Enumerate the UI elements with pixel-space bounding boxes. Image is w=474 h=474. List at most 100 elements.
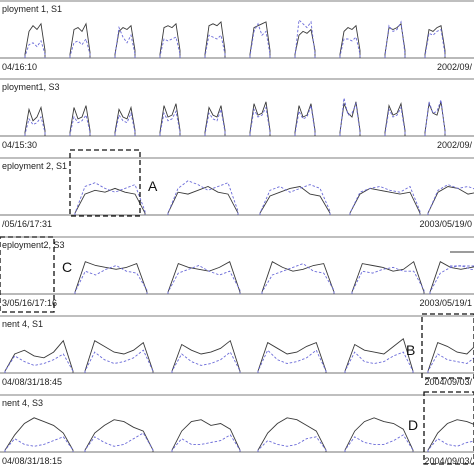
- trace-dashed-p6-e5: [344, 434, 414, 452]
- trace-dashed-p5-e5: [344, 351, 414, 373]
- trace-solid-p2-e6: [249, 101, 271, 136]
- panel-title: eployment 2, S1: [2, 161, 67, 171]
- panel-title: nent 4, S1: [2, 319, 43, 329]
- trace-dashed-p4-e4: [351, 266, 425, 294]
- trace-dashed-p3-e1: [74, 182, 146, 215]
- trace-solid-p3-e2: [167, 186, 239, 215]
- trace-dashed-p2-e1: [24, 115, 46, 136]
- trace-solid-p5-e1: [4, 339, 74, 373]
- start-time-label: /05/16/17:31: [2, 219, 52, 229]
- trace-solid-p2-e5: [204, 105, 226, 136]
- panel-title: ployment1, S3: [2, 82, 60, 92]
- trace-solid-p1-e4: [159, 22, 181, 58]
- annotation-label-b: B: [406, 342, 415, 358]
- end-time-label: 2002/09/: [437, 62, 473, 72]
- trace-dashed-p6-e3: [171, 434, 241, 452]
- trace-dashed-p4-e2: [167, 265, 241, 294]
- trace-solid-p6-e3: [171, 419, 241, 452]
- start-time-label: 04/16:10: [2, 62, 37, 72]
- trace-solid-p3-e4: [349, 187, 421, 215]
- end-time-label: 2003/05/19/1: [419, 298, 472, 308]
- trace-dashed-p1-e5: [204, 34, 226, 58]
- panel-4: eployment2, S3 3/05/16/17:16 2003/05/19/1: [0, 236, 474, 308]
- panel-title: ployment 1, S1: [2, 4, 62, 14]
- trace-dashed-p3-e4: [349, 185, 421, 215]
- trace-solid-p6-e4: [257, 417, 327, 452]
- trace-dashed-p2-e8: [339, 97, 361, 136]
- trace-dashed-p6-e4: [257, 436, 327, 452]
- annotation-label-d: D: [408, 417, 418, 433]
- trace-solid-p5-e3: [171, 339, 241, 373]
- trace-solid-p5-e2: [84, 340, 154, 373]
- trace-dashed-p4-e5: [429, 265, 474, 294]
- trace-solid-p3-e1: [74, 187, 146, 215]
- annotation-box-d: [423, 391, 474, 465]
- trace-dashed-p2-e5: [204, 107, 226, 136]
- annotation-box-a: [69, 149, 141, 217]
- trace-solid-p2-e3: [114, 105, 136, 136]
- trace-dashed-p5-e2: [84, 349, 154, 373]
- start-time-label: 04/15:30: [2, 140, 37, 150]
- trace-solid-p6-e5: [344, 417, 414, 452]
- panel-6: nent 4, S3 04/08/31/18:15 2004/09/03/: [0, 394, 474, 466]
- end-time-label: 2004/09/03/: [424, 456, 472, 466]
- trace-dashed-p1-e7: [294, 19, 316, 58]
- trace-solid-p1-e3: [114, 24, 136, 58]
- panel-title: eployment2, S3: [2, 240, 65, 250]
- trace-dashed-p6-e1: [4, 436, 74, 452]
- trace-solid-p1-e7: [294, 28, 316, 58]
- trace-dashed-p1-e1: [24, 39, 46, 58]
- trace-solid-p2-e4: [159, 103, 181, 136]
- trace-dashed-p3-e3: [259, 184, 331, 215]
- panel-title: nent 4, S3: [2, 398, 43, 408]
- trace-dashed-p2-e2: [69, 114, 91, 136]
- legend: [450, 251, 474, 267]
- trace-dashed-p1-e4: [159, 36, 181, 58]
- end-time-label: 2002/09/: [437, 140, 473, 150]
- trace-solid-p4-e2: [167, 261, 241, 294]
- trace-solid-p2-e10: [424, 101, 446, 136]
- trace-dashed-p1-e2: [69, 37, 91, 58]
- panel-2: ployment1, S3 04/15:30 2002/09/: [0, 78, 474, 150]
- start-time-label: 04/08/31/18:45: [2, 377, 62, 387]
- trace-solid-p1-e1: [24, 22, 46, 58]
- trace-solid-p3-e5: [427, 186, 474, 215]
- trace-solid-p4-e1: [74, 261, 148, 294]
- trace-dashed-p1-e3: [114, 25, 136, 58]
- trace-dashed-p2-e7: [294, 105, 316, 136]
- trace-dashed-p5-e6: [427, 353, 474, 373]
- annotation-label-c: C: [62, 259, 72, 275]
- trace-dashed-p6-e6: [427, 438, 474, 452]
- end-time-label: 2003/05/19/0: [419, 219, 472, 229]
- annotation-label-a: A: [148, 178, 158, 194]
- end-time-label: 2004/09/03/: [424, 377, 472, 387]
- trace-solid-p5-e5: [344, 338, 414, 373]
- trace-solid-p6-e6: [427, 419, 474, 452]
- trace-dashed-p3-e5: [427, 184, 474, 215]
- trace-solid-p6-e2: [84, 419, 154, 452]
- start-time-label: 04/08/31/18:15: [2, 456, 62, 466]
- trace-dashed-p6-e2: [84, 432, 154, 452]
- trace-solid-p2-e8: [339, 101, 361, 136]
- trace-dashed-p1-e9: [384, 20, 406, 58]
- trace-solid-p1-e2: [69, 22, 91, 58]
- panel-5: nent 4, S1 04/08/31/18:45 2004/09/03/: [0, 315, 474, 387]
- trace-solid-p2-e1: [24, 105, 46, 136]
- trace-solid-p4-e4: [351, 260, 425, 294]
- trace-dashed-p1-e8: [339, 36, 361, 58]
- trace-solid-p1-e5: [204, 20, 226, 58]
- trace-solid-p1-e9: [384, 22, 406, 58]
- trace-solid-p6-e1: [4, 417, 74, 452]
- trace-solid-p2-e7: [294, 103, 316, 136]
- trace-dashed-p4-e3: [261, 263, 335, 294]
- trace-dashed-p5-e3: [171, 351, 241, 373]
- trace-solid-p2-e2: [69, 105, 91, 136]
- trace-solid-p1-e10: [424, 25, 446, 58]
- trace-dashed-p2-e6: [249, 106, 271, 136]
- panel-1: ployment 1, S1 04/16:10 2002/09/: [0, 0, 474, 72]
- panel-3: eployment 2, S1/05/16/17:31 2003/05/19/0: [0, 157, 474, 229]
- trace-dashed-p1-e6: [249, 22, 271, 58]
- trace-dashed-p5-e1: [4, 353, 74, 373]
- trace-solid-p2-e9: [384, 102, 406, 136]
